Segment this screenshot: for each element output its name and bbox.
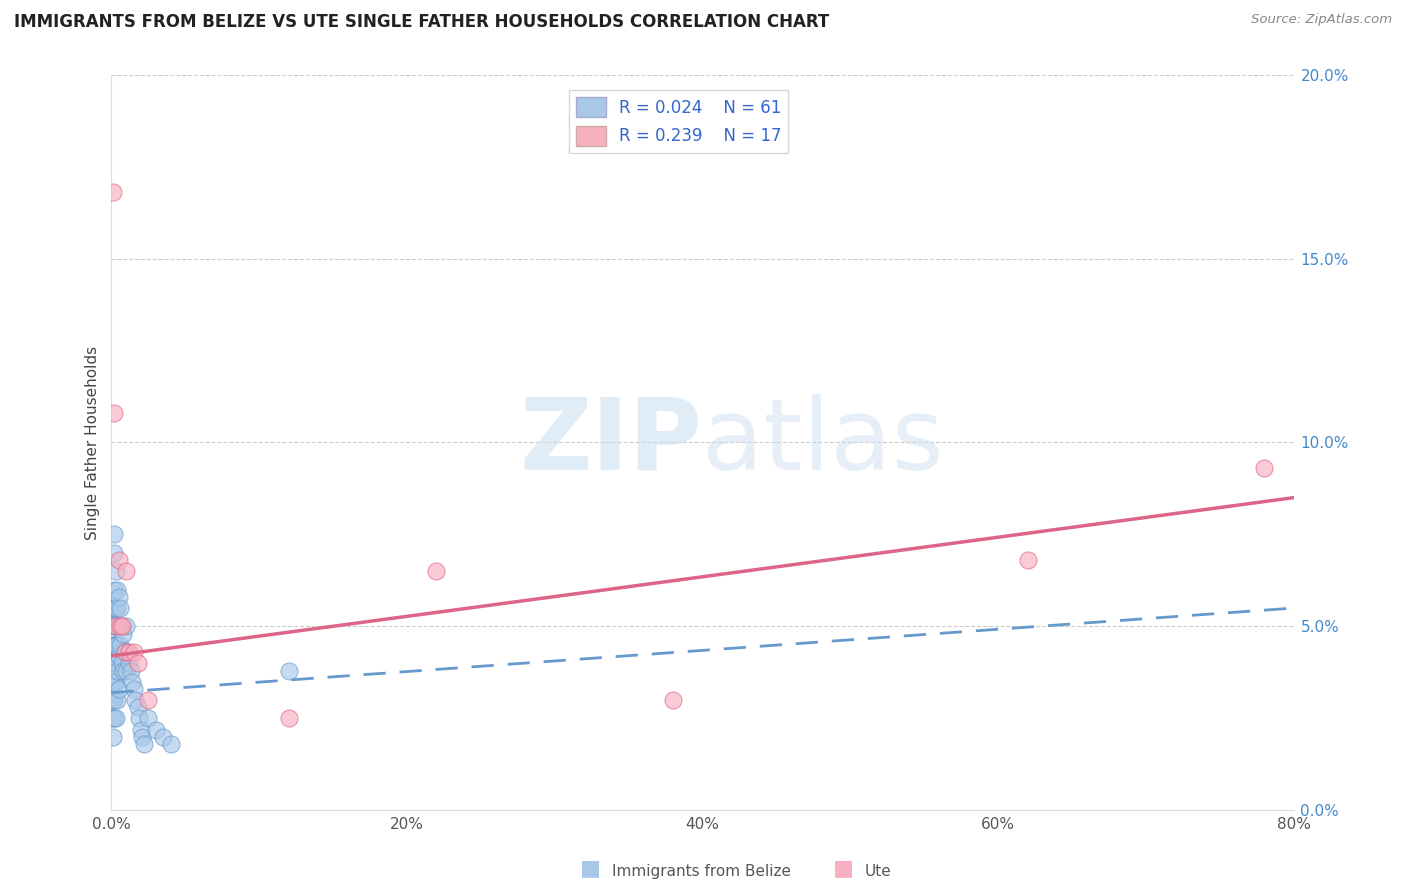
Point	[104, 674, 127, 689]
Legend: R = 0.024    N = 61, R = 0.239    N = 17: R = 0.024 N = 61, R = 0.239 N = 17	[569, 90, 789, 153]
Text: ZIP: ZIP	[520, 394, 703, 491]
Point	[103, 406, 125, 420]
Point	[425, 564, 447, 578]
Point	[145, 723, 167, 737]
Point	[100, 693, 122, 707]
Point	[112, 627, 135, 641]
Point	[101, 619, 124, 633]
Point	[117, 645, 139, 659]
Point	[111, 619, 134, 633]
Point	[111, 619, 134, 633]
Point	[105, 664, 128, 678]
Point	[118, 657, 141, 671]
Point	[103, 619, 125, 633]
Point	[115, 664, 138, 678]
Point	[112, 664, 135, 678]
Point	[103, 582, 125, 597]
Point	[1017, 553, 1039, 567]
Point	[120, 664, 142, 678]
Text: Source: ZipAtlas.com: Source: ZipAtlas.com	[1251, 13, 1392, 27]
Point	[118, 645, 141, 659]
Point	[124, 693, 146, 707]
Point	[101, 601, 124, 615]
Point	[132, 737, 155, 751]
Point	[103, 546, 125, 560]
Point	[122, 681, 145, 696]
Text: ■: ■	[834, 859, 853, 879]
Point	[110, 601, 132, 615]
Point	[138, 711, 160, 725]
Point	[277, 711, 299, 725]
Point	[101, 730, 124, 744]
Point	[103, 638, 125, 652]
Point	[662, 693, 685, 707]
Point	[127, 657, 149, 671]
Point	[103, 711, 125, 725]
Text: Ute: Ute	[865, 863, 891, 879]
Point	[114, 645, 136, 659]
Point	[107, 619, 129, 633]
Point	[105, 582, 128, 597]
Point	[121, 674, 143, 689]
Point	[101, 711, 124, 725]
Point	[128, 711, 150, 725]
Point	[107, 681, 129, 696]
Point	[104, 619, 127, 633]
Point	[115, 564, 138, 578]
Point	[127, 700, 149, 714]
Point	[105, 601, 128, 615]
Point	[122, 645, 145, 659]
Point	[103, 527, 125, 541]
Text: ■: ■	[581, 859, 600, 879]
Point	[159, 737, 181, 751]
Point	[104, 564, 127, 578]
Point	[111, 657, 134, 671]
Point	[103, 693, 125, 707]
Point	[104, 601, 127, 615]
Point	[277, 664, 299, 678]
Point	[114, 645, 136, 659]
Point	[152, 730, 174, 744]
Point	[107, 553, 129, 567]
Point	[101, 638, 124, 652]
Text: atlas: atlas	[703, 394, 943, 491]
Point	[101, 186, 124, 200]
Point	[103, 657, 125, 671]
Point	[105, 638, 128, 652]
Point	[129, 723, 152, 737]
Text: IMMIGRANTS FROM BELIZE VS UTE SINGLE FATHER HOUSEHOLDS CORRELATION CHART: IMMIGRANTS FROM BELIZE VS UTE SINGLE FAT…	[14, 13, 830, 31]
Point	[115, 619, 138, 633]
Point	[101, 693, 124, 707]
Point	[101, 674, 124, 689]
Point	[138, 693, 160, 707]
Y-axis label: Single Father Households: Single Father Households	[86, 345, 100, 540]
Point	[103, 601, 125, 615]
Point	[107, 590, 129, 604]
Point	[110, 619, 132, 633]
Point	[107, 648, 129, 663]
Point	[104, 638, 127, 652]
Point	[110, 638, 132, 652]
Text: Immigrants from Belize: Immigrants from Belize	[612, 863, 790, 879]
Point	[100, 674, 122, 689]
Point	[104, 619, 127, 633]
Point	[105, 693, 128, 707]
Point	[103, 674, 125, 689]
Point	[101, 657, 124, 671]
Point	[1253, 461, 1275, 475]
Point	[104, 657, 127, 671]
Point	[131, 730, 153, 744]
Point	[104, 711, 127, 725]
